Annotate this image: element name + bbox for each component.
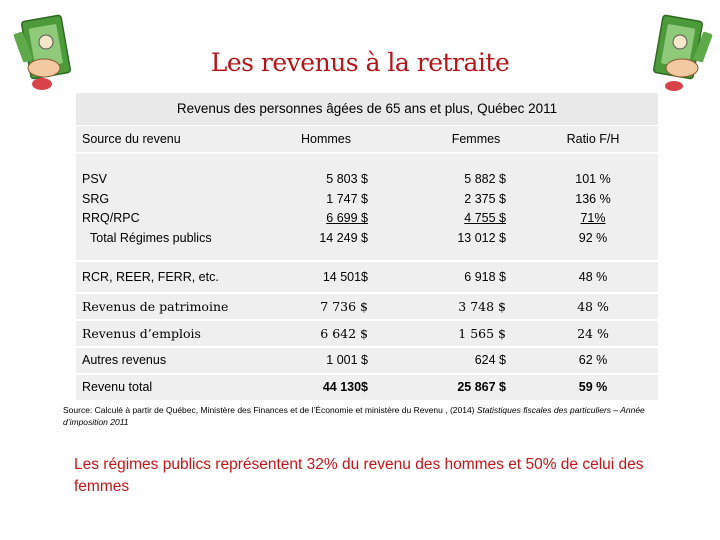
value-cell: 7 736 $ [320, 299, 368, 314]
header-ratio: Ratio F/H [566, 132, 620, 146]
table-row: Revenus d’emplois 6 642 $ 1 565 $ 24 % [76, 321, 658, 348]
source-note: Source: Calculé à partir de Québec, Mini… [63, 404, 663, 428]
row-label: Revenus de patrimoine [82, 299, 229, 314]
value-cell: 92 % [578, 230, 608, 245]
value-cell: 4 755 $ [464, 211, 506, 225]
label-total-public: Total Régimes publics [90, 230, 212, 245]
value-cell: 1 565 $ [458, 326, 506, 341]
value-cell: 59 % [578, 380, 608, 394]
row-label: Revenus d’emplois [82, 326, 201, 341]
public-regimes-block: PSV SRG RRQ/RPC Total Régimes publics 5 … [76, 154, 658, 262]
value-cell: 25 867 $ [457, 380, 506, 394]
money-cartoon-icon [13, 14, 72, 90]
value-cell: 13 012 $ [457, 230, 506, 245]
table-row: Revenus de patrimoine 7 736 $ 3 748 $ 48… [76, 294, 658, 321]
value-cell: 44 130$ [322, 380, 368, 394]
header-hommes: Hommes [300, 132, 351, 146]
table-row: RCR, REER, FERR, etc. 14 501$ 6 918 $ 48… [76, 262, 658, 294]
value-cell: 136 % [575, 191, 611, 206]
value-cell: 624 $ [474, 353, 506, 367]
value-cell: 6 918 $ [464, 270, 506, 284]
page-title: Les revenus à la retraite [210, 48, 510, 77]
value-cell: 6 699 $ [326, 211, 368, 225]
row-label: Revenu total [82, 380, 153, 394]
label-srg: SRG [82, 191, 110, 206]
table-row: Autres revenus 1 001 $ 624 $ 62 % [76, 348, 658, 375]
value-cell: 1 747 $ [326, 191, 368, 206]
row-label: Autres revenus [82, 353, 167, 367]
value-cell: 101 % [575, 172, 611, 186]
table-header-row: Source du revenu Hommes Femmes Ratio F/H [76, 126, 658, 154]
value-cell: 48 % [578, 270, 608, 284]
public-ratio: 101 % 136 % 71% 92 % [548, 170, 638, 248]
money-cartoon-icon [652, 14, 713, 91]
public-femmes: 5 882 $ 2 375 $ 4 755 $ 13 012 $ [414, 170, 506, 248]
value-cell: 5 882 $ [464, 172, 506, 186]
value-cell: 5 803 $ [326, 172, 368, 186]
source-title: Statistiques fiscales des particuliers –… [63, 405, 645, 427]
value-cell: 24 % [577, 326, 609, 341]
value-cell: 3 748 $ [458, 299, 506, 314]
value-cell: 6 642 $ [320, 326, 368, 341]
value-cell: 2 375 $ [464, 191, 506, 206]
value-cell: 14 501$ [322, 270, 368, 284]
label-psv: PSV [82, 172, 108, 186]
label-rrq: RRQ/RPC [82, 211, 140, 225]
source-text: Source: Calculé à partir de Québec, Mini… [63, 405, 477, 415]
row-label: RCR, REER, FERR, etc. [82, 270, 219, 284]
income-table: Revenus des personnes âgées de 65 ans et… [76, 93, 658, 402]
total-row: Revenu total 44 130$ 25 867 $ 59 % [76, 375, 658, 402]
value-cell: 14 249 $ [319, 230, 368, 245]
table-caption: Revenus des personnes âgées de 65 ans et… [76, 93, 658, 126]
value-cell: 71% [580, 211, 606, 225]
conclusion-text: Les régimes publics représentent 32% du … [74, 456, 644, 495]
value-cell: 1 001 $ [326, 353, 368, 367]
value-cell: 62 % [578, 353, 608, 367]
public-labels: PSV SRG RRQ/RPC Total Régimes publics [82, 170, 212, 248]
header-source: Source du revenu [82, 132, 181, 146]
value-cell: 48 % [577, 299, 609, 314]
public-hommes: 5 803 $ 1 747 $ 6 699 $ 14 249 $ [276, 170, 368, 248]
header-femmes: Femmes [451, 132, 501, 146]
